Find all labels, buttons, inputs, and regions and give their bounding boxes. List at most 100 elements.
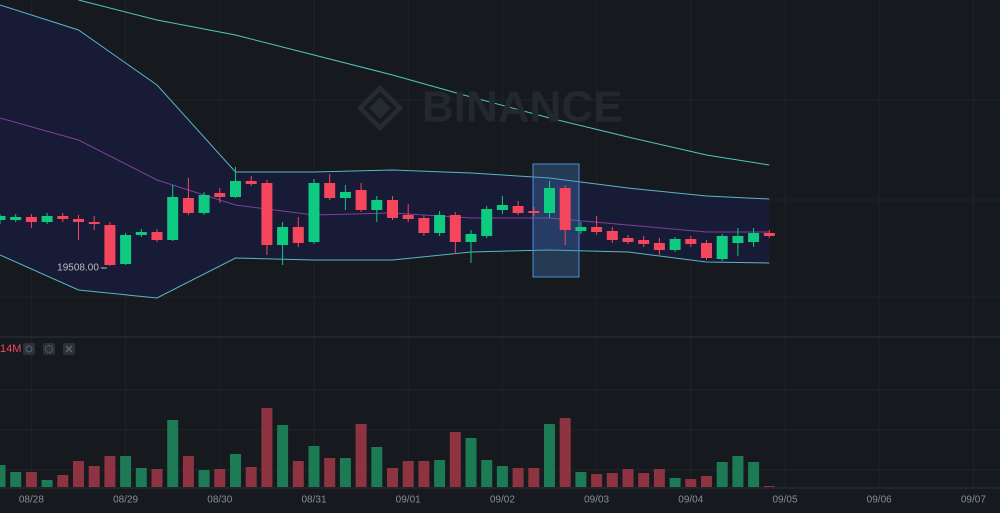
x-tick-label: 09/03	[584, 495, 609, 506]
candle-body	[371, 200, 383, 210]
volume-bar	[135, 468, 147, 487]
candle-body	[512, 206, 524, 213]
selection-highlight	[532, 163, 580, 278]
volume-bar	[41, 480, 53, 487]
volume-bar	[292, 461, 304, 487]
candle-body	[277, 227, 289, 245]
volume-bar	[151, 469, 163, 487]
candle-body	[496, 205, 508, 210]
settings-icon[interactable]	[43, 343, 55, 355]
eye-icon[interactable]	[23, 343, 35, 355]
candle-body	[25, 217, 37, 222]
candle-body	[120, 235, 132, 264]
volume-icons	[23, 343, 75, 355]
watermark-logo	[356, 84, 404, 132]
grid	[0, 0, 1000, 488]
candle-body	[0, 216, 6, 220]
x-tick-label: 09/07	[961, 495, 986, 506]
candles: 19508.00	[0, 167, 775, 274]
volume-bar	[512, 468, 524, 487]
x-tick-label: 09/01	[396, 495, 421, 506]
volume-bar	[748, 462, 760, 487]
candle-body	[591, 227, 603, 232]
candle-body	[606, 231, 618, 240]
volume-bar	[10, 472, 22, 487]
volume-bar	[496, 466, 508, 487]
candle-body	[104, 225, 116, 265]
volume-bar	[465, 438, 477, 487]
volume-bar	[685, 479, 697, 487]
volume-label: 14M	[0, 343, 21, 355]
candle-body	[198, 195, 210, 213]
volume-bar	[575, 472, 587, 487]
volume-bar	[732, 456, 744, 487]
candle-body	[73, 219, 84, 222]
volume-bar	[371, 447, 383, 487]
volume-bar	[339, 458, 351, 487]
candle-body	[732, 236, 744, 243]
volume-bar	[167, 420, 179, 487]
volume-bar	[261, 408, 273, 487]
candle-body	[653, 243, 665, 250]
volume-bar	[653, 469, 665, 487]
volume-bar	[559, 418, 571, 487]
x-tick-label: 09/02	[490, 495, 515, 506]
watermark: BINANCE	[356, 83, 622, 132]
candle-body	[701, 243, 712, 258]
candle-body	[481, 209, 493, 236]
candle-body	[622, 238, 634, 242]
volume-bar	[88, 466, 100, 487]
candle-body	[528, 211, 540, 213]
candle-body	[292, 227, 304, 243]
x-tick-label: 08/28	[19, 495, 44, 506]
volume-bar	[591, 474, 603, 487]
volume-bar	[104, 456, 116, 487]
volume-bar	[308, 446, 320, 487]
candle-body	[638, 240, 650, 244]
volume-bar	[638, 473, 650, 487]
volume-bar	[763, 486, 775, 487]
volume-bar	[214, 469, 226, 487]
candle-body	[151, 232, 163, 240]
volume-bar	[25, 472, 37, 487]
candle-body	[748, 233, 760, 242]
volume-bar	[434, 460, 446, 487]
x-tick-label: 08/30	[207, 495, 232, 506]
volume-bar	[182, 456, 194, 487]
candle-body	[544, 188, 555, 213]
x-tick-label: 09/04	[678, 495, 703, 506]
candle-body	[41, 216, 53, 222]
volume-bar	[716, 462, 728, 487]
candle-body	[261, 183, 273, 245]
volume-bar	[355, 424, 367, 487]
volume-bar	[73, 461, 84, 487]
candle-body	[559, 188, 571, 230]
volume-bar	[0, 465, 6, 487]
watermark-text: BINANCE	[422, 83, 622, 132]
candle-body	[10, 217, 22, 220]
volume-bar	[481, 460, 493, 487]
volume-bar	[622, 469, 634, 487]
x-tick-label: 09/05	[772, 495, 797, 506]
candle-body	[449, 215, 461, 242]
min-label: 19508.00	[57, 263, 99, 274]
volume-bar	[387, 468, 398, 487]
candle-body	[230, 181, 241, 197]
candle-body	[355, 190, 367, 210]
candle-body	[465, 234, 477, 242]
volume-bar	[544, 424, 555, 487]
candle-body	[685, 239, 697, 244]
candle-body	[434, 215, 446, 233]
volume-bar	[245, 467, 257, 487]
candle-body	[182, 198, 194, 213]
volume-bar	[606, 473, 618, 487]
indicator-line	[78, 0, 770, 166]
volume-bar	[120, 456, 132, 487]
candle-body	[716, 236, 728, 259]
volume-bar	[277, 425, 289, 487]
candle-body	[339, 192, 351, 198]
x-tick-label: 08/29	[113, 495, 138, 506]
candle-body	[88, 222, 100, 224]
